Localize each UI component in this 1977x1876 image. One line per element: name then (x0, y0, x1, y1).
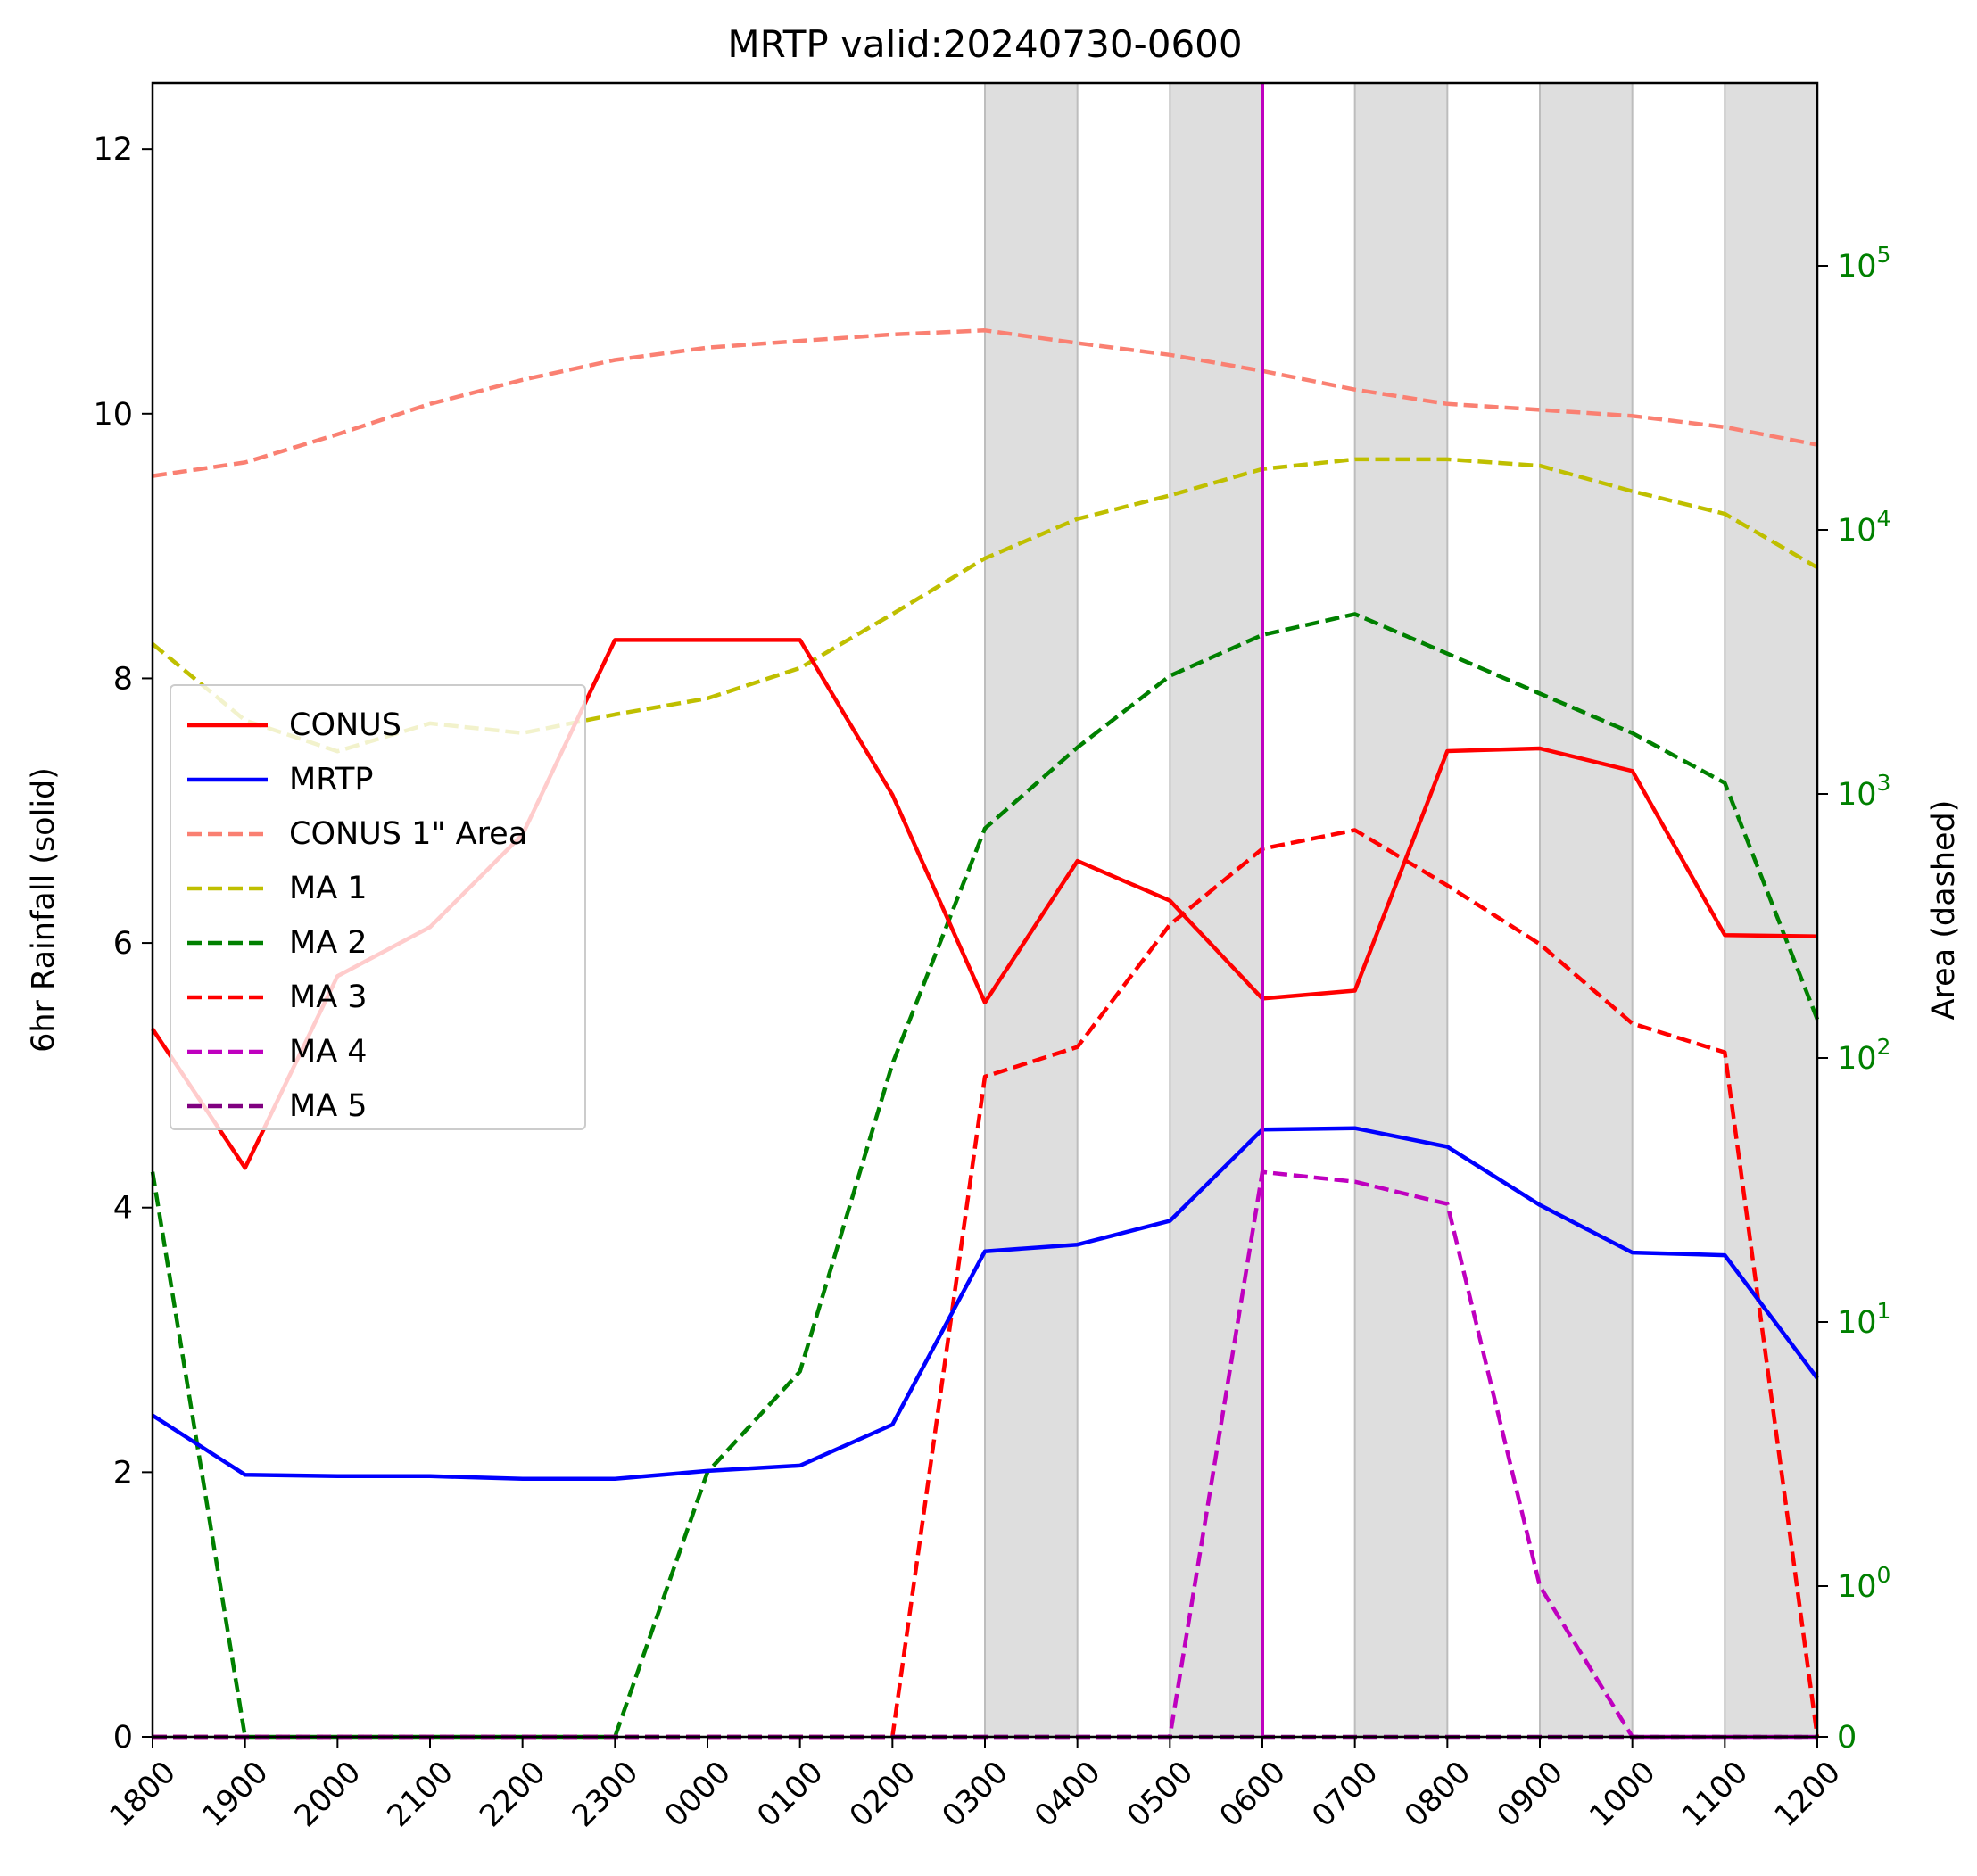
shaded-bands (984, 82, 1819, 1738)
y-tick-label: 10 (93, 397, 133, 433)
legend-label: CONUS (289, 707, 402, 743)
legend-swatch (187, 1049, 268, 1054)
y2-tick-label: 104 (1837, 506, 1890, 549)
legend-item: MA 3 (187, 979, 368, 1015)
y2-tick-label: 102 (1837, 1034, 1890, 1077)
series-line-ma-2 (150, 612, 1820, 1740)
x-axis: 1800 1900 2000 2100 2200 2300 0000 0100 0200 0300… (103, 1737, 1848, 1834)
x-tick-label: 2300 (566, 1755, 645, 1834)
chart-title: MRTP valid:20240730-0600 (727, 22, 1242, 66)
legend-item: MA 2 (187, 925, 368, 961)
legend-item: MA 1 (187, 871, 368, 906)
y-axis-right: 0 100 101 102 103 104 105 (1817, 242, 1890, 1756)
x-tick-label: 2000 (288, 1755, 368, 1834)
legend-swatch (187, 777, 268, 782)
x-tick-label: 1000 (1583, 1755, 1662, 1834)
x-tick-label: 0600 (1212, 1755, 1292, 1834)
x-tick-label: 0000 (658, 1755, 737, 1834)
x-tick-label: 1800 (103, 1755, 182, 1834)
legend-swatch (187, 831, 268, 837)
legend-swatch (187, 723, 268, 728)
y-tick-label: 6 (113, 926, 133, 962)
x-tick-label: 0300 (935, 1755, 1014, 1834)
legend-label: MA 1 (289, 871, 368, 906)
legend-label: CONUS 1" Area (289, 816, 528, 852)
legend-swatch (187, 995, 268, 1000)
x-tick-label: 2200 (473, 1755, 552, 1834)
x-tick-label: 0100 (750, 1755, 830, 1834)
legend-label: MA 5 (289, 1088, 368, 1124)
x-tick-label: 1200 (1767, 1755, 1847, 1834)
y-tick-label: 4 (113, 1191, 133, 1227)
legend-item: MA 5 (187, 1088, 368, 1124)
shaded-band-3 (1353, 82, 1449, 1738)
y-tick-label: 2 (113, 1455, 133, 1491)
y-axis-left: 0 2 4 6 8 10 12 (93, 132, 153, 1756)
x-tick-label: 1100 (1675, 1755, 1755, 1834)
legend-item: MRTP (187, 762, 373, 798)
series-line-mrtp (151, 1126, 1819, 1482)
legend-item: CONUS 1" Area (187, 816, 527, 852)
y2-tick-label: 103 (1837, 770, 1890, 813)
shaded-band-2 (1169, 82, 1264, 1738)
x-tick-label: 0900 (1490, 1755, 1569, 1834)
y-tick-label: 8 (113, 661, 133, 697)
legend-label: MA 4 (289, 1034, 368, 1070)
y2-tick-label: 100 (1837, 1562, 1890, 1605)
y2-tick-label: 101 (1837, 1298, 1890, 1341)
x-tick-label: 2100 (380, 1755, 459, 1834)
y2-tick-label: 0 (1837, 1720, 1857, 1756)
x-tick-label: 0400 (1028, 1755, 1107, 1834)
x-tick-label: 1900 (195, 1755, 275, 1834)
shaded-band-1 (984, 82, 1079, 1738)
shaded-band-5 (1724, 82, 1819, 1738)
x-tick-label: 0800 (1398, 1755, 1477, 1834)
series-line-conus-1-area (152, 328, 1818, 478)
shaded-band-4 (1539, 82, 1634, 1738)
x-tick-label: 0500 (1121, 1755, 1200, 1834)
y2-axis-label: Area (dashed) (1926, 800, 1962, 1021)
legend-swatch (187, 940, 268, 946)
legend-item: CONUS (187, 707, 401, 743)
legend-label: MA 3 (289, 979, 368, 1015)
x-tick-label: 0700 (1305, 1755, 1385, 1834)
legend-item: MA 4 (187, 1034, 368, 1070)
legend-swatch (187, 1103, 268, 1109)
x-tick-label: 0200 (843, 1755, 922, 1834)
y-tick-label: 0 (113, 1720, 133, 1756)
y-tick-label: 12 (93, 132, 133, 168)
legend-label: MA 2 (289, 925, 368, 961)
legend: CONUS MRTP CONUS 1" Area MA 1 MA 2 MA 3 MA 4 MA… (170, 684, 586, 1130)
legend-label: MRTP (289, 762, 374, 798)
legend-swatch (187, 886, 268, 891)
y2-tick-label: 105 (1837, 242, 1890, 285)
y-axis-label: 6hr Rainfall (solid) (26, 767, 62, 1053)
